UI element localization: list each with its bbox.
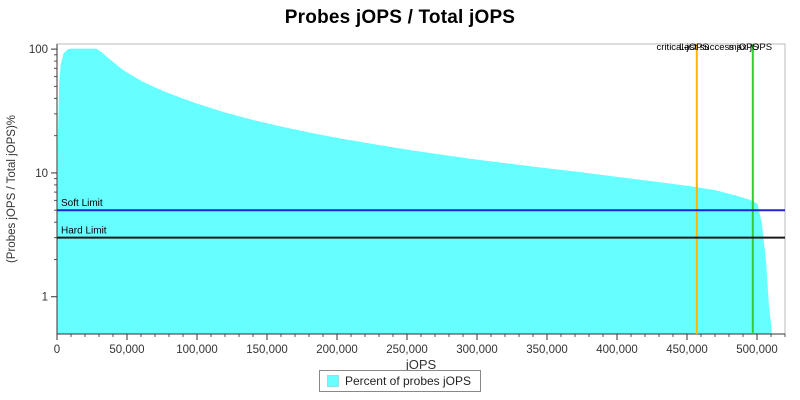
x-tick-label: 200,000 <box>316 344 358 356</box>
chart-title: Probes jOPS / Total jOPS <box>284 7 516 28</box>
last-success-jops-label: Last success jOPS <box>679 42 759 53</box>
legend-box: Percent of probes jOPS <box>318 370 482 392</box>
max-jops-label: max-jOPS <box>729 42 772 53</box>
x-axis-title: jOPS <box>405 357 437 370</box>
x-tick-label: 400,000 <box>596 344 638 356</box>
y-tick-label: 10 <box>35 168 48 180</box>
y-tick-label: 1 <box>42 292 48 304</box>
x-tick-label: 500,000 <box>736 344 778 356</box>
y-tick-label: 100 <box>29 44 48 56</box>
x-tick-label: 250,000 <box>386 344 428 356</box>
x-tick-label: 300,000 <box>456 344 498 356</box>
chart-area: 0 50,000 100,000 150,000 200,000 250,000 300,0… <box>0 34 800 370</box>
x-tick-label: 50,000 <box>109 344 144 356</box>
hard-limit-label: Hard Limit <box>61 226 107 237</box>
series-swatch-icon <box>326 375 339 387</box>
x-tick-label: 100,000 <box>176 344 218 356</box>
x-tick-label: 150,000 <box>246 344 288 356</box>
legend-label: Percent of probes jOPS <box>344 374 472 388</box>
critical-jops-label: critical-jOPS <box>657 42 709 53</box>
legend-bar: Percent of probes jOPS <box>0 370 800 398</box>
x-tick-label: 350,000 <box>526 344 568 356</box>
x-tick-label: 0 <box>54 344 60 356</box>
y-axis-title: (Probes jOPS / Total jOPS)% <box>6 115 18 263</box>
soft-limit-label: Soft Limit <box>61 198 103 209</box>
x-tick-label: 450,000 <box>666 344 708 356</box>
probes-area-series <box>56 48 772 335</box>
chart-svg: 0 50,000 100,000 150,000 200,000 250,000 300,0… <box>6 42 786 370</box>
